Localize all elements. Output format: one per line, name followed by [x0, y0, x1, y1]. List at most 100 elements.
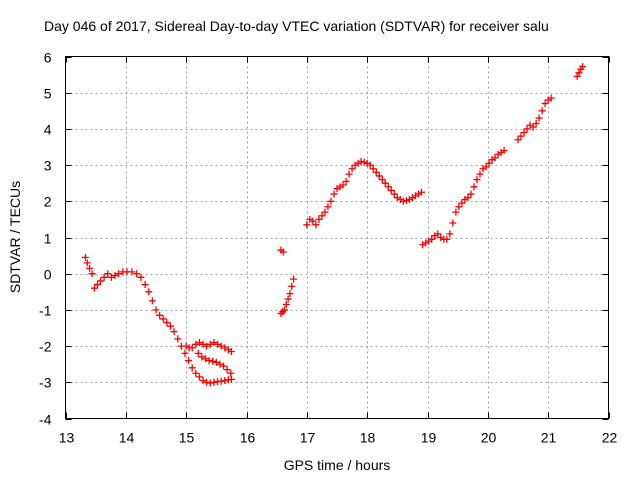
- data-point: [170, 328, 178, 336]
- series-arc-6: [303, 157, 425, 229]
- data-point: [81, 253, 89, 261]
- data-point: [203, 378, 211, 386]
- data-point: [107, 273, 115, 281]
- x-tick-label: 15: [179, 430, 195, 446]
- data-point: [90, 284, 98, 292]
- x-tick-label: 19: [421, 430, 437, 446]
- data-point: [223, 366, 231, 374]
- data-point: [384, 183, 392, 191]
- data-point: [402, 197, 410, 205]
- data-point: [517, 132, 525, 140]
- data-point: [547, 94, 555, 102]
- data-point: [152, 306, 160, 314]
- data-point: [100, 273, 108, 281]
- y-axis-label: SDTVAR / TECUs: [7, 181, 23, 293]
- data-point: [381, 179, 389, 187]
- y-tick-label: 3: [44, 158, 52, 174]
- data-point: [115, 270, 123, 278]
- data-point: [201, 355, 209, 363]
- y-tick-label: 1: [44, 231, 52, 247]
- y-tick-label: 5: [44, 86, 52, 102]
- data-point: [104, 270, 112, 278]
- data-point: [476, 170, 484, 178]
- data-point: [221, 376, 229, 384]
- data-point: [342, 177, 350, 185]
- data-point: [181, 349, 189, 357]
- y-tick-label: 6: [44, 50, 52, 66]
- data-point: [520, 129, 528, 137]
- x-tick-label: 21: [541, 430, 557, 446]
- data-point: [227, 348, 235, 356]
- data-point: [174, 335, 182, 343]
- data-point: [523, 125, 531, 133]
- x-tick-label: 14: [119, 430, 135, 446]
- data-point: [221, 344, 229, 352]
- data-point: [286, 290, 294, 298]
- data-point: [145, 288, 153, 296]
- data-point: [485, 159, 493, 167]
- data-point: [206, 340, 214, 348]
- data-point: [192, 340, 200, 348]
- x-tick-label: 18: [360, 430, 376, 446]
- x-tick-label: 16: [240, 430, 256, 446]
- data-point: [315, 215, 323, 223]
- data-point: [541, 100, 549, 108]
- data-point: [206, 379, 214, 387]
- y-tick-label: -1: [39, 303, 52, 319]
- series-arc-2: [182, 338, 235, 356]
- data-point: [372, 168, 380, 176]
- data-point: [282, 300, 290, 308]
- data-point: [491, 154, 499, 162]
- data-point: [375, 172, 383, 180]
- y-tick-label: -4: [39, 412, 52, 428]
- data-point: [529, 123, 537, 131]
- data-point: [473, 176, 481, 184]
- data-point: [198, 353, 206, 361]
- grid: [65, 56, 609, 419]
- data-point: [449, 219, 457, 227]
- data-point: [387, 186, 395, 194]
- x-tick-label: 17: [300, 430, 316, 446]
- data-point: [348, 165, 356, 173]
- data-point: [209, 357, 217, 365]
- data-point: [324, 203, 332, 211]
- y-tick-label: 0: [44, 267, 52, 283]
- data-point: [369, 165, 377, 173]
- data-point: [470, 183, 478, 191]
- data-point: [281, 306, 289, 314]
- data-point: [212, 358, 220, 366]
- data-point: [514, 136, 522, 144]
- data-point: [148, 297, 156, 305]
- data-point: [137, 273, 145, 281]
- data-point: [141, 281, 149, 289]
- y-tick-label: -2: [39, 339, 52, 355]
- data-point: [199, 376, 207, 384]
- data-point: [217, 342, 225, 350]
- x-axis-label: GPS time / hours: [284, 457, 391, 473]
- data-point: [216, 360, 224, 368]
- data-point: [227, 369, 235, 377]
- data-point: [290, 275, 298, 283]
- data-point: [203, 342, 211, 350]
- data-point: [284, 295, 292, 303]
- data-point: [185, 357, 193, 365]
- data-point: [210, 378, 218, 386]
- data-point: [443, 235, 451, 243]
- data-point: [339, 181, 347, 189]
- data-point: [163, 319, 171, 327]
- data-markers: [81, 63, 587, 387]
- data-point: [192, 369, 200, 377]
- series-arc-4: [277, 275, 298, 318]
- data-point: [575, 69, 583, 77]
- data-point: [156, 311, 164, 319]
- data-point: [312, 221, 320, 229]
- data-point: [360, 158, 368, 166]
- data-point: [199, 340, 207, 348]
- data-point: [455, 203, 463, 211]
- data-point: [166, 322, 174, 330]
- data-point: [330, 190, 338, 198]
- x-tick-labels: 13 14 15 16 17 18 19 20 21 22: [59, 430, 618, 446]
- data-point: [467, 190, 475, 198]
- data-point: [428, 235, 436, 243]
- series-arc-9: [573, 63, 587, 80]
